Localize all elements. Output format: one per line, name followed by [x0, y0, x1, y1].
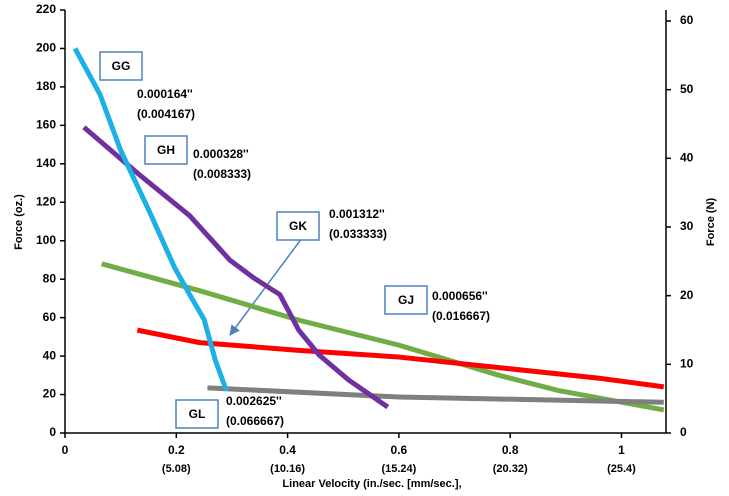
annotation-box [384, 285, 428, 315]
series-label: GG [112, 59, 131, 73]
x-tick-label: 0 [62, 443, 69, 457]
x-tick-sublabel: (25.4) [607, 463, 636, 475]
series-label: GL [189, 407, 206, 421]
x-axis-title: Linear Velocity (in./sec. [mm/sec.], [282, 478, 461, 490]
y-tick-label: 180 [36, 79, 56, 93]
annotation-text: (0.004167) [137, 107, 195, 121]
y-tick-label: 20 [43, 387, 57, 401]
series-label: GJ [398, 293, 414, 307]
series-line [82, 125, 390, 410]
series-line [136, 327, 665, 390]
y2-tick-label: 10 [680, 357, 694, 371]
y-tick-label: 60 [43, 310, 57, 324]
x-tick-label: 0.4 [279, 443, 296, 457]
x-tick-label: 0.2 [168, 443, 185, 457]
annotation-text: 0.000656'' [432, 289, 488, 303]
x-tick-sublabel: (20.32) [493, 463, 528, 475]
series-label: GH [157, 143, 175, 157]
y2-tick-label: 40 [680, 150, 694, 164]
annotation-box [144, 135, 188, 165]
annotation-box [99, 51, 143, 81]
y2-tick-label: 0 [680, 425, 687, 439]
annotation-text: 0.002625'' [226, 394, 282, 408]
y2-tick-label: 50 [680, 82, 694, 96]
annotation-box [276, 211, 320, 241]
series-label: GK [289, 219, 307, 233]
y-tick-label: 100 [36, 233, 56, 247]
x-tick-sublabel: (15.24) [381, 463, 416, 475]
y-tick-label: 200 [36, 41, 56, 55]
series-line [207, 385, 664, 405]
x-tick-label: 0.6 [391, 443, 408, 457]
y2-axis-title: Force (N) [705, 198, 717, 247]
annotation-text: 0.001312'' [329, 207, 385, 221]
annotation-text: (0.008333) [193, 167, 251, 181]
series-line [101, 261, 665, 413]
y2-tick-label: 60 [680, 13, 694, 27]
y-tick-label: 0 [49, 425, 56, 439]
x-tick-sublabel: (5.08) [162, 463, 191, 475]
x-tick-sublabel: (10.16) [270, 463, 305, 475]
annotation-text: (0.033333) [329, 227, 387, 241]
y-tick-label: 140 [36, 156, 56, 170]
annotation-box [175, 399, 219, 429]
series-line [72, 47, 229, 392]
annotation-text: (0.066667) [226, 414, 284, 428]
y-tick-label: 160 [36, 118, 56, 132]
y2-tick-label: 30 [680, 219, 694, 233]
y2-tick-label: 20 [680, 288, 694, 302]
y-tick-label: 80 [43, 271, 57, 285]
annotation-text: 0.000328'' [193, 147, 249, 161]
annotation-text: 0.000164'' [137, 87, 193, 101]
y-tick-label: 220 [36, 2, 56, 16]
y-tick-label: 120 [36, 194, 56, 208]
annotation-text: (0.016667) [432, 309, 490, 323]
y-tick-label: 40 [43, 348, 57, 362]
y-axis-title: Force (oz.) [13, 194, 25, 250]
x-tick-label: 1 [618, 443, 625, 457]
x-tick-label: 0.8 [502, 443, 519, 457]
